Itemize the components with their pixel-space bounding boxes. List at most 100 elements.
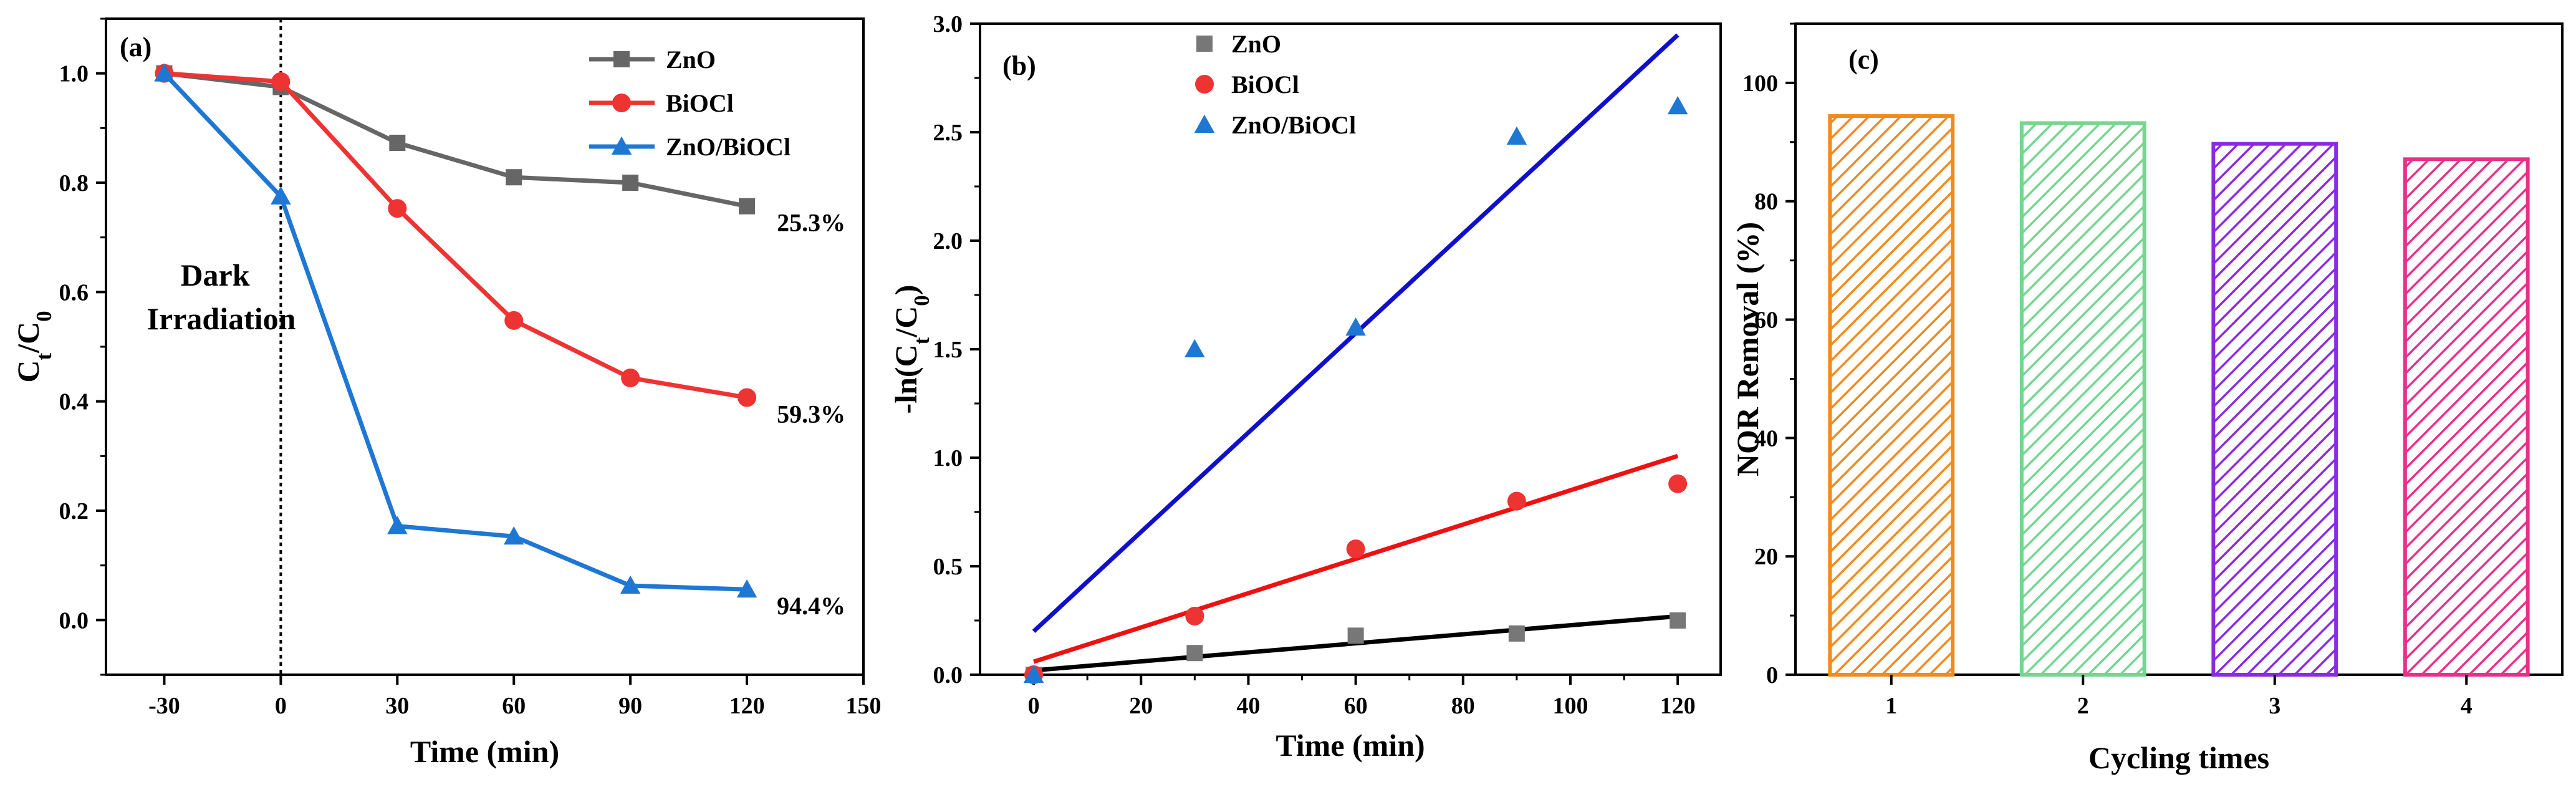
panel-b-legend-label-BiOCl: BiOCl [1231,70,1299,99]
panel-a-x-axis-label: Time (min) [410,734,559,769]
panel-a-point-ZnO [389,135,406,152]
panel-b-y-axis-label: -ln(Ct/C0) [888,285,934,414]
panel-a-point-BiOCl [271,72,291,91]
panel-a-point-ZnO/BiOCl [736,579,757,598]
panel-a-point-BiOCl [621,368,640,387]
panel-a-x-tick-label: 90 [618,693,642,719]
panel-a-point-ZnO [506,169,522,186]
panel-b-x-tick-label: 100 [1552,693,1588,719]
panel-b-x-tick-label: 60 [1344,693,1368,719]
panel-c-y-tick-label: 60 [1754,307,1778,334]
panel-a-point-BiOCl [738,388,757,407]
panel-a-plot-frame [105,17,865,676]
panel-b-x-tick-label: 40 [1236,693,1260,719]
panel-a-y-tick-label: 0.2 [59,498,89,524]
panel-a-y-tick-label: 0.6 [59,279,89,306]
panel-c-bar-cycle-1 [1828,114,1955,677]
panel-c-y-tick-label: 80 [1754,189,1778,215]
panel-a-legend-marker-ZnO [613,51,630,67]
panel-a-x-tick-label: -30 [148,693,180,719]
panel-b-y-tick-label: 1.0 [933,445,963,471]
panel-b-x-tick-label: 0 [1028,693,1040,719]
panel-a-point-ZnO [622,175,639,191]
panel-a-x-tick-label: 120 [729,693,765,719]
panel-a-x-tick-label: 30 [385,693,409,719]
panel-c-y-tick-label: 0 [1766,662,1778,688]
panel-b-point-BiOCl [1346,539,1365,559]
panel-b-point-ZnO/BiOCl [1023,664,1044,683]
panel-b-x-tick-label: 80 [1451,693,1475,719]
panel-a-point-ZnO/BiOCl [503,526,524,545]
panel-b-y-tick-label: 0.5 [933,554,963,580]
panel-b-y-tick-label: 1.5 [933,337,963,363]
panel-a-point-ZnO/BiOCl [387,516,408,534]
panel-c-x-tick-label: 3 [2269,693,2280,719]
panel-a-y-axis-label: Ct/C0 [11,311,56,382]
panel-b-linear-fit-chart: 0 20 40 60 80 100 120 0.0 0.5 1.0 1.5 2.0 2.5 3.0 ZnO B… [888,11,1722,763]
panel-a-legend-marker-BiOCl [612,94,631,112]
panel-c-y-axis-label: NOR Removal (%) [1730,222,1765,476]
panel-a-annotation-irradiation: Irradiation [147,301,296,336]
panel-b-point-ZnO [1670,612,1686,629]
panel-a-end-label-BiOCl: 59.3% [777,400,845,428]
panel-b-point-ZnO/BiOCl [1667,95,1688,115]
panel-c-x-tick-label: 1 [1885,693,1897,719]
panel-a-legend-label-BiOCl: BiOCl [666,89,734,117]
panel-a-legend-label-ZnO/BiOCl: ZnO/BiOCl [666,133,791,161]
panel-a-y-tick-label: 1.0 [59,61,89,87]
panel-a-point-ZnO/BiOCl [154,63,175,82]
panel-b-legend-marker-BiOCl [1195,75,1214,94]
panel-a-end-label-ZnO: 25.3% [777,209,845,237]
panel-b-point-BiOCl [1507,491,1526,511]
panel-a-kinetics-chart: -30 0 30 60 90 120 150 0.0 0.2 0.4 0.6 0.8 1.0 25.3% 5… [11,17,882,769]
panel-b-legend-marker-ZnO/BiOCl [1194,114,1215,133]
panel-c-bar-cycle-2 [2019,121,2146,677]
panel-b-legend-label-ZnO: ZnO [1231,30,1281,58]
panel-b-point-BiOCl [1668,474,1688,493]
panel-a-series-line-ZnO [164,71,747,209]
panel-b-y-tick-label: 2.0 [933,228,963,254]
panel-a-x-tick-label: 150 [846,693,882,719]
panel-a-annotation-dark: Dark [180,258,249,292]
panel-a-point-ZnO/BiOCl [271,186,291,205]
panel-b-fit-line-BiOCl [1033,453,1679,664]
panel-c-y-tick-label: 100 [1742,70,1778,97]
panel-a-y-tick-label: 0.8 [59,170,89,196]
panel-c-x-tick-label: 4 [2461,693,2473,719]
panel-c-bar-cycle-3 [2211,142,2338,677]
panel-b-legend-marker-ZnO [1196,36,1213,52]
panel-a-series-line-BiOCl [164,71,747,400]
panel-a-y-tick-label: 0.4 [59,389,89,415]
panel-a-legend-marker-ZnO/BiOCl [611,136,632,155]
panel-a-point-ZnO/BiOCl [620,575,641,594]
panel-c-x-axis-label: Cycling times [2088,740,2269,775]
panel-a-end-label-ZnO/BiOCl: 94.4% [777,592,845,620]
panel-c-y-tick-label: 20 [1754,544,1778,570]
panel-b-point-ZnO/BiOCl [1506,126,1527,145]
panel-c-cycling-bar-chart: 0 20 40 60 80 100 1 2 3 4 (c) Cycling times NOR Remo… [1730,22,2564,775]
panel-a-point-ZnO [739,198,756,215]
panel-b-point-ZnO/BiOCl [1345,317,1366,336]
panel-b-y-tick-label: 3.0 [933,11,963,37]
panel-c-x-tick-label: 2 [2077,693,2089,719]
panel-a-x-tick-label: 60 [502,693,526,719]
panel-b-x-axis-label: Time (min) [1276,728,1425,763]
panel-a-series-line-ZnO/BiOCl [162,72,747,592]
panel-b-x-tick-label: 120 [1660,693,1696,719]
panel-c-label: (c) [1848,44,1879,75]
panel-a-point-BiOCl [504,311,524,330]
panel-b-x-tick-label: 20 [1129,693,1153,719]
panel-b-point-ZnO/BiOCl [1185,339,1205,357]
panel-b-label: (b) [1002,51,1036,81]
panel-c-plot-frame [1794,22,2564,676]
panel-a-x-tick-label: 0 [275,693,287,719]
panel-a-legend-label-ZnO: ZnO [666,46,716,74]
panel-b-point-ZnO [1186,645,1203,662]
panel-c-bar-cycle-4 [2403,157,2530,677]
panel-b-legend-label-ZnO/BiOCl: ZnO/BiOCl [1231,111,1356,139]
panel-b-y-tick-label: 0.0 [933,662,963,688]
panel-b-y-tick-label: 2.5 [933,120,963,146]
panel-b-point-BiOCl [1185,607,1204,626]
panel-a-label: (a) [120,32,151,62]
